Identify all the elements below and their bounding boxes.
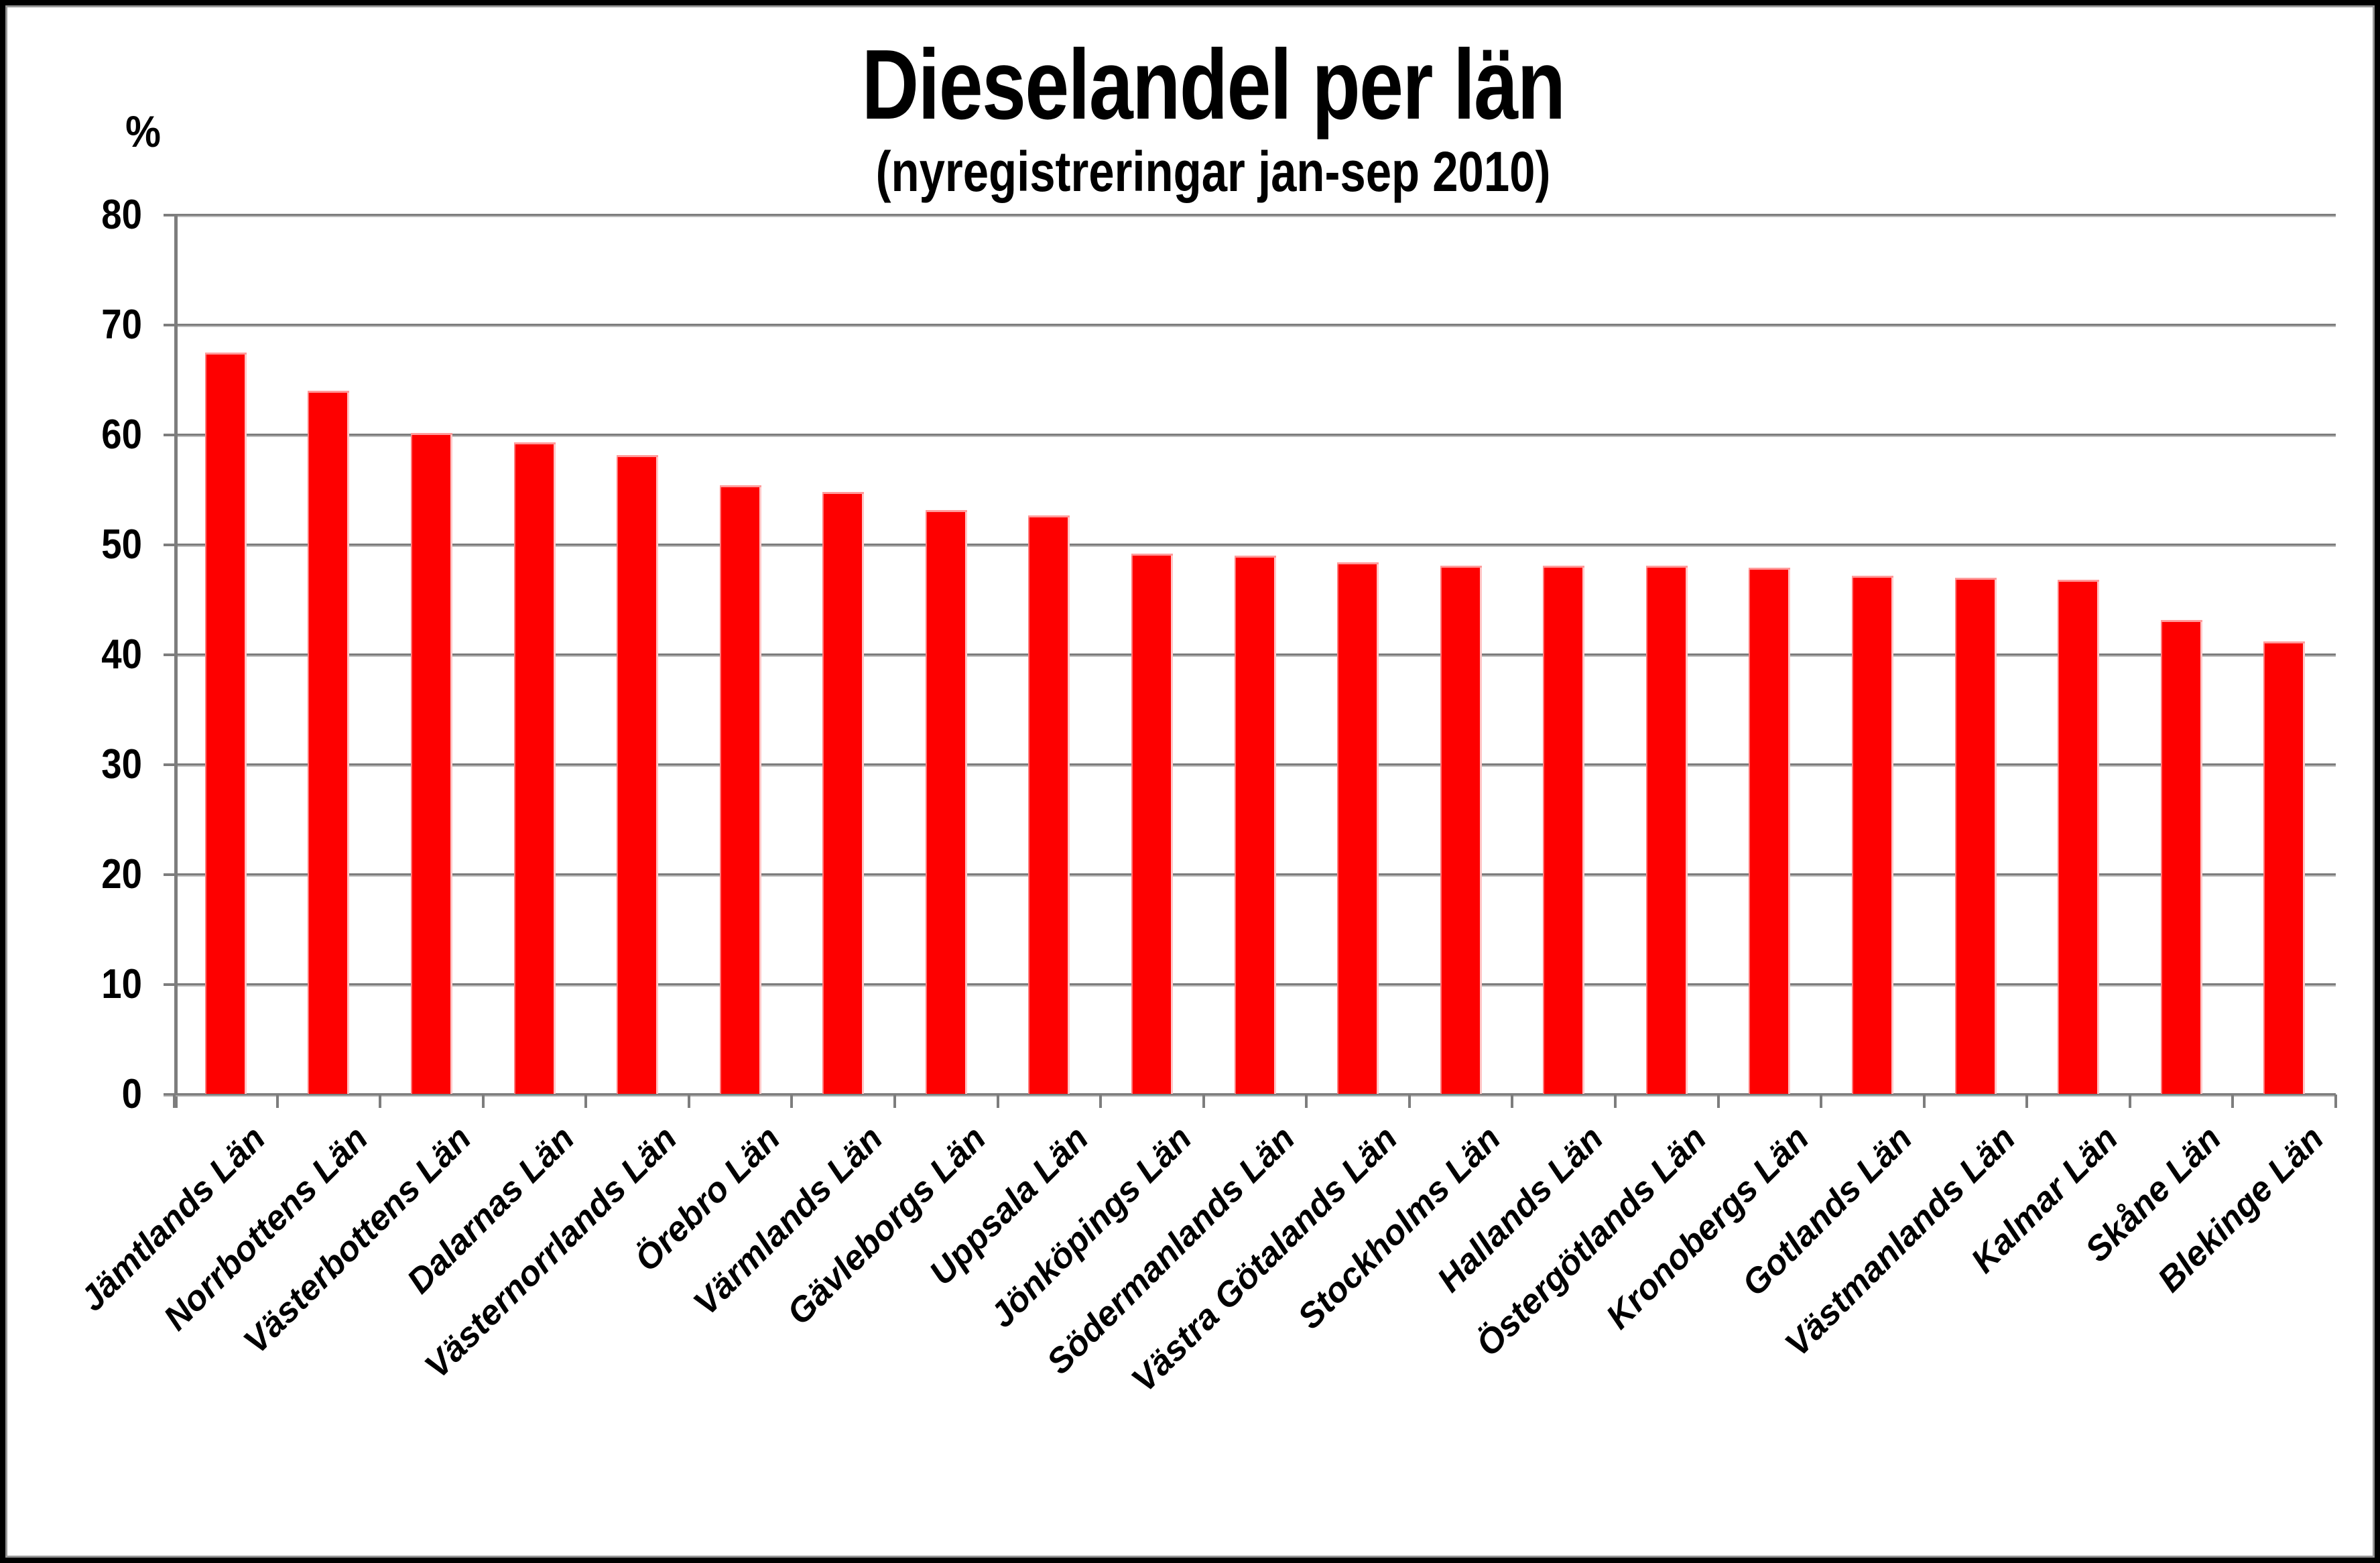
x-axis [164,1093,2336,1097]
y-tick-label: 10 [101,961,142,1007]
x-tick [481,1095,485,1108]
y-tick [164,214,174,216]
chart-title: Dieselandel per län [861,29,1566,140]
y-tick-label: 20 [101,851,142,897]
bar [2263,641,2306,1094]
x-tick [790,1095,794,1108]
x-tick [379,1095,382,1108]
y-tick-label: 30 [101,741,142,788]
y-tick [164,324,174,326]
bar [204,353,247,1094]
y-tick-label: 70 [101,302,142,348]
x-tick [1407,1095,1411,1108]
y-gridline [174,324,2336,327]
y-tick [164,653,174,656]
bar [1234,556,1276,1094]
y-gridline [174,544,2336,547]
x-tick [2128,1095,2131,1108]
bar [1131,554,1173,1094]
bar [2160,619,2202,1094]
y-axis-unit-label: % [125,107,161,156]
bar [617,454,659,1094]
x-tick [2025,1095,2029,1108]
bar [1440,566,1482,1094]
y-gridline [174,434,2336,437]
bar [1954,578,1997,1094]
chart-subtitle: (nyregistreringar jan-sep 2010) [875,140,1551,203]
bar [1645,566,1688,1094]
bar [719,485,761,1094]
x-tick [2334,1095,2337,1108]
x-tick [893,1095,896,1108]
x-tick [275,1095,279,1108]
x-tick [1614,1095,1617,1108]
x-tick [1202,1095,1205,1108]
x-tick [2231,1095,2235,1108]
bar [1543,566,1585,1094]
bar [1851,575,1893,1094]
y-tick-label: 80 [101,192,142,238]
bar [925,509,967,1094]
y-tick [164,434,174,436]
bar [1028,515,1070,1094]
x-tick [1099,1095,1103,1108]
x-tick [1922,1095,1926,1108]
bar [410,432,452,1094]
bar [822,492,865,1094]
y-tick-label: 50 [101,521,142,568]
y-gridline [174,214,2336,217]
y-axis [174,214,178,1108]
y-tick [164,763,174,766]
x-tick [1511,1095,1514,1108]
x-tick [173,1095,176,1108]
bar [308,391,350,1094]
y-tick [164,873,174,876]
x-tick [996,1095,999,1108]
title-block: Dieselandel per län (nyregistreringar ja… [94,35,2332,204]
x-tick [687,1095,690,1108]
bar [2058,580,2100,1094]
y-tick [164,983,174,986]
x-tick [1716,1095,1720,1108]
y-tick [164,544,174,546]
x-tick [584,1095,588,1108]
y-tick-label: 40 [101,631,142,678]
y-tick-label: 0 [121,1071,142,1117]
y-tick-label: 60 [101,412,142,458]
x-tick [1305,1095,1308,1108]
x-tick [1820,1095,1823,1108]
bar [1749,568,1791,1094]
bar [513,442,556,1094]
bar [1337,562,1379,1094]
